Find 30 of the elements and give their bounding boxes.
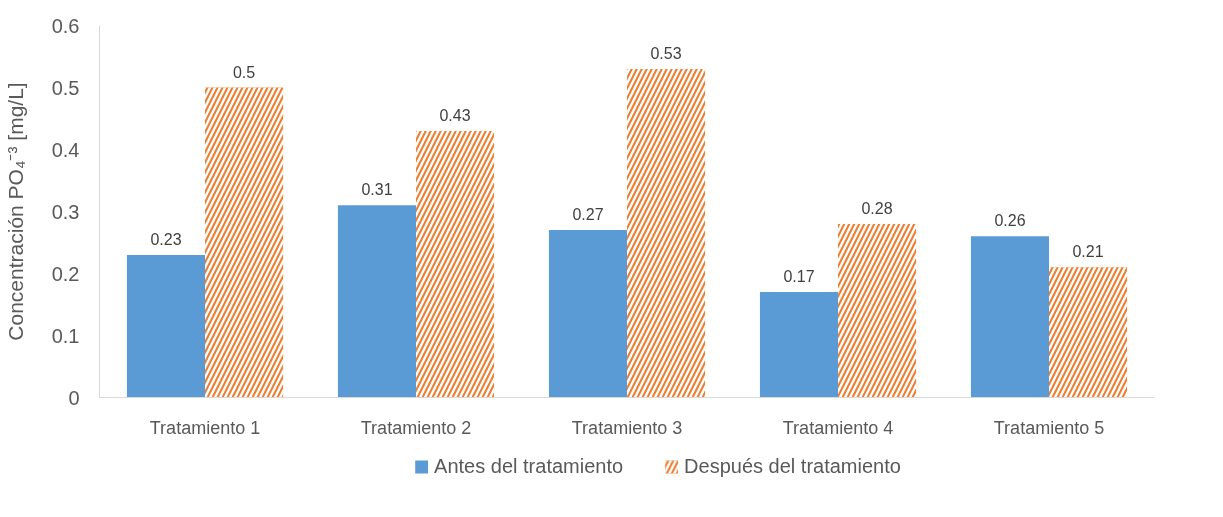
data-label: 0.26	[994, 212, 1026, 230]
data-label: 0.53	[650, 44, 682, 62]
y-tick-label: 0.1	[51, 324, 80, 347]
y-tick-label: 0.5	[51, 76, 80, 99]
legend-label: Después del tratamiento	[684, 454, 901, 478]
bar	[126, 254, 205, 398]
data-label: 0.28	[861, 199, 893, 217]
y-tick-label: 0.2	[51, 262, 80, 285]
data-label: 0.21	[1072, 243, 1104, 261]
data-label: 0.31	[361, 181, 393, 199]
x-tick-label: Tratamiento 4	[782, 417, 894, 438]
bar	[759, 292, 838, 398]
data-label: 0.27	[572, 206, 604, 224]
y-tick-label: 0.3	[51, 200, 80, 223]
x-tick-label: Tratamiento 3	[571, 417, 683, 438]
bar	[337, 205, 416, 398]
data-label: 0.43	[439, 106, 471, 124]
x-tick-label: Tratamiento 1	[149, 417, 261, 438]
x-tick-label: Tratamiento 2	[360, 417, 472, 438]
bar	[970, 236, 1049, 398]
bar	[548, 230, 627, 398]
x-tick-label: Tratamiento 5	[993, 417, 1105, 438]
data-label: 0.17	[783, 268, 815, 286]
data-label: 0.23	[150, 230, 182, 248]
y-axis-title: Concentración PO₄⁻³ [mg/L]	[3, 82, 27, 341]
legend-label: Antes del tratamiento	[434, 454, 624, 478]
y-tick-label: 0.4	[51, 138, 80, 161]
y-tick-label: 0	[68, 386, 80, 409]
y-tick-label: 0.6	[51, 14, 80, 37]
data-label: 0.5	[232, 63, 256, 81]
